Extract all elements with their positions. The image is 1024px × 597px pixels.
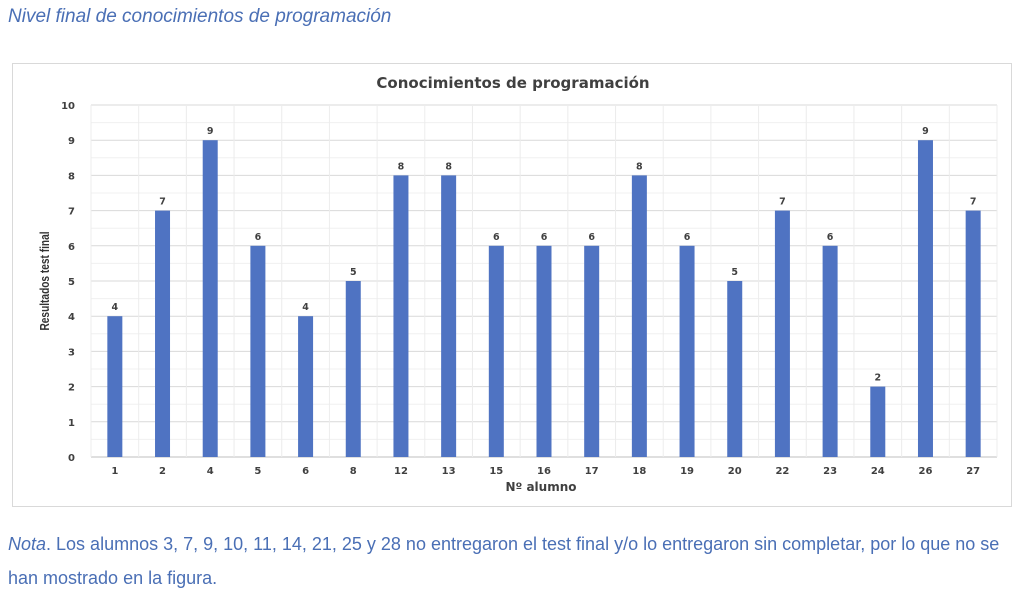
bar <box>584 245 600 457</box>
data-label: 5 <box>350 267 357 278</box>
bar <box>202 140 218 457</box>
data-label: 7 <box>779 197 786 208</box>
bar <box>631 175 647 457</box>
x-tick-label: 19 <box>680 466 694 477</box>
y-tick-label: 5 <box>68 277 75 288</box>
data-label: 9 <box>207 126 214 137</box>
data-label: 5 <box>731 267 738 278</box>
x-tick-label: 8 <box>350 466 357 477</box>
data-label: 4 <box>302 302 309 313</box>
x-tick-label: 22 <box>775 466 789 477</box>
x-axis-ticks: 1 2 4 5 6 8 12 13 15 16 17 18 19 20 22 23 24 26 27 <box>111 466 980 477</box>
data-label: 7 <box>970 197 977 208</box>
bar <box>250 245 266 457</box>
bar <box>536 245 552 457</box>
x-tick-label: 6 <box>302 466 309 477</box>
y-tick-label: 8 <box>68 171 75 182</box>
bar <box>298 316 314 457</box>
y-axis-label: Resultados test final <box>38 231 52 330</box>
y-tick-label: 4 <box>68 312 75 323</box>
x-tick-label: 27 <box>966 466 980 477</box>
bar <box>774 210 790 457</box>
bar <box>155 210 171 457</box>
data-label: 7 <box>159 197 166 208</box>
x-tick-label: 1 <box>111 466 118 477</box>
chart-title: Conocimientos de programación <box>376 74 649 92</box>
bar <box>822 245 838 457</box>
x-axis-label: Nº alumno <box>505 480 576 494</box>
note-text: . Los alumnos 3, 7, 9, 10, 11, 14, 21, 2… <box>8 534 1000 588</box>
bar <box>345 281 361 457</box>
x-tick-label: 26 <box>919 466 933 477</box>
y-tick-label: 10 <box>61 101 75 112</box>
data-label: 6 <box>493 232 500 243</box>
y-tick-label: 3 <box>68 347 75 358</box>
bars <box>107 140 981 457</box>
y-tick-label: 9 <box>68 136 75 147</box>
data-label: 8 <box>398 161 405 172</box>
data-label: 6 <box>255 232 262 243</box>
bar <box>107 316 123 457</box>
y-tick-label: 6 <box>68 242 75 253</box>
x-tick-label: 13 <box>442 466 456 477</box>
chart-frame: Conocimientos de programación 4 7 9 6 4 5 8 8 6 6… <box>12 63 1012 507</box>
bar <box>965 210 981 457</box>
data-label: 8 <box>445 161 452 172</box>
x-tick-label: 20 <box>728 466 742 477</box>
y-axis-ticks: 0 1 2 3 4 5 6 7 8 9 10 <box>61 101 75 464</box>
y-tick-label: 2 <box>68 383 75 394</box>
bar <box>488 245 504 457</box>
bar <box>917 140 933 457</box>
x-tick-label: 12 <box>394 466 408 477</box>
x-tick-label: 24 <box>871 466 885 477</box>
bar <box>393 175 409 457</box>
data-label: 9 <box>922 126 929 137</box>
data-labels: 4 7 9 6 4 5 8 8 6 6 6 8 6 5 7 6 2 9 7 <box>112 126 977 383</box>
data-label: 4 <box>112 302 119 313</box>
x-tick-label: 5 <box>254 466 261 477</box>
bar <box>870 386 886 457</box>
bar <box>679 245 695 457</box>
figure-caption: Nivel final de conocimientos de programa… <box>8 6 392 27</box>
y-tick-label: 1 <box>68 418 75 429</box>
data-label: 6 <box>541 232 548 243</box>
x-tick-label: 4 <box>207 466 214 477</box>
data-label: 2 <box>874 373 881 384</box>
x-tick-label: 23 <box>823 466 837 477</box>
data-label: 6 <box>588 232 595 243</box>
data-label: 6 <box>827 232 834 243</box>
figure-note: Nota. Los alumnos 3, 7, 9, 10, 11, 14, 2… <box>8 527 1018 595</box>
x-tick-label: 2 <box>159 466 166 477</box>
x-tick-label: 18 <box>632 466 646 477</box>
bar <box>441 175 457 457</box>
y-tick-label: 7 <box>68 207 75 218</box>
data-label: 6 <box>684 232 691 243</box>
bar-chart: Conocimientos de programación 4 7 9 6 4 5 8 8 6 6… <box>38 74 998 494</box>
data-label: 8 <box>636 161 643 172</box>
y-tick-label: 0 <box>68 453 75 464</box>
x-tick-label: 15 <box>489 466 503 477</box>
note-lead: Nota <box>8 534 47 554</box>
x-tick-label: 16 <box>537 466 551 477</box>
bar <box>727 281 743 457</box>
x-tick-label: 17 <box>585 466 599 477</box>
